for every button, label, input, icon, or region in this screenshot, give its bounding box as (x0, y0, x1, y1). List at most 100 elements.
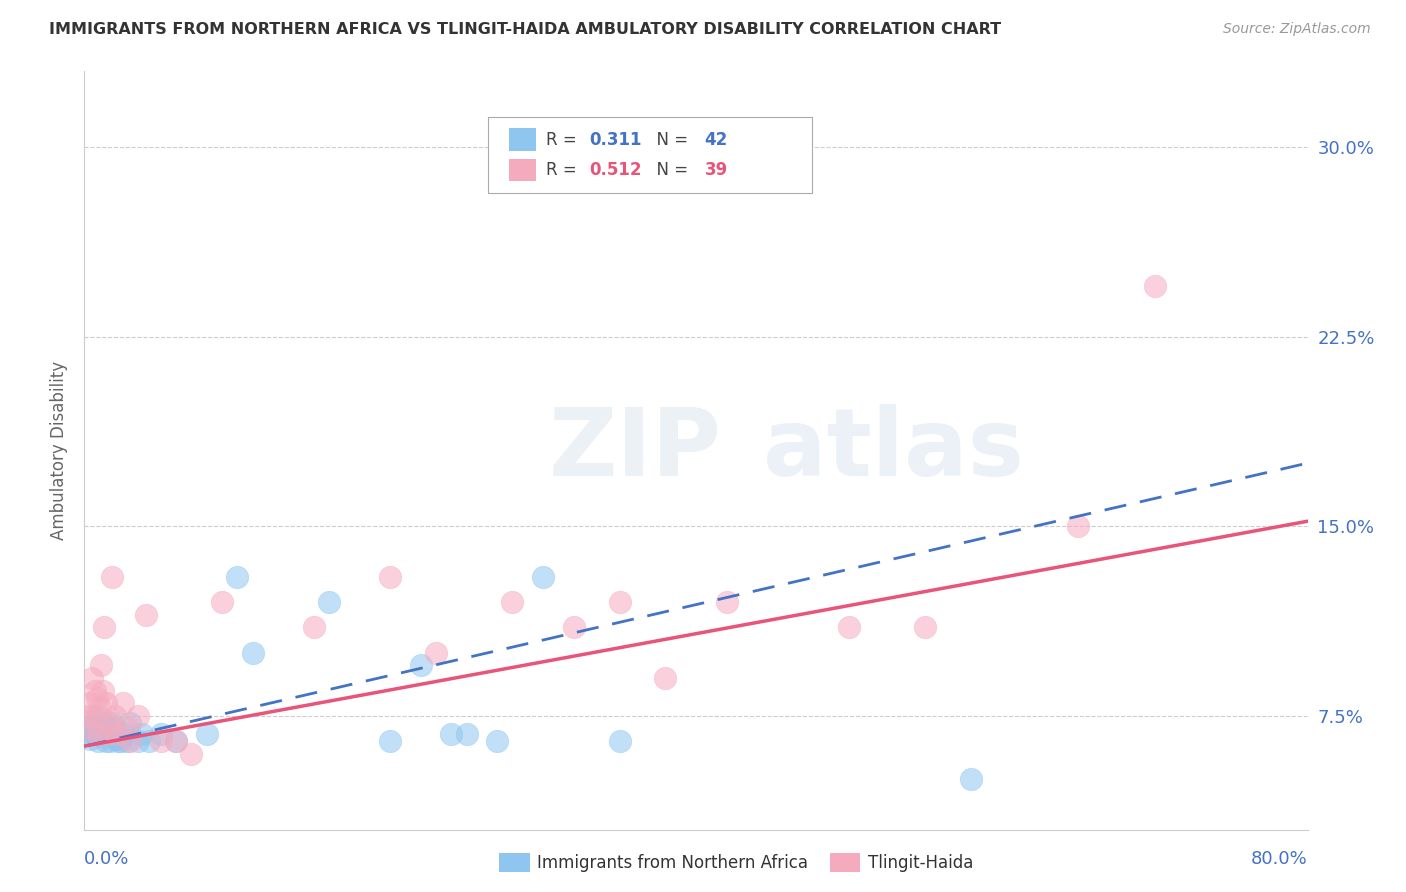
Point (90, 726, 112, 740)
Point (165, 734, 187, 748)
Point (380, 734, 402, 748)
Point (1143, 279, 1166, 293)
Point (105, 731, 128, 746)
Point (86, 691, 108, 706)
Point (120, 734, 142, 748)
Point (101, 570, 124, 584)
Point (654, 671, 676, 685)
Point (1067, 519, 1090, 533)
Point (149, 726, 172, 740)
Point (111, 696, 134, 710)
Point (115, 722, 138, 736)
Point (211, 595, 233, 609)
Point (960, 772, 983, 786)
Point (96, 726, 118, 740)
Point (89, 722, 111, 736)
Point (94, 696, 117, 710)
Point (838, 620, 860, 634)
Point (97, 722, 120, 736)
Point (86, 708, 108, 723)
Point (76, 708, 98, 723)
Point (127, 734, 149, 748)
Point (77, 726, 100, 740)
Point (87, 734, 110, 748)
Point (425, 646, 447, 660)
Point (91, 683, 114, 698)
FancyBboxPatch shape (509, 128, 536, 151)
Text: 0.512: 0.512 (589, 161, 643, 179)
Y-axis label: Ambulatory Disability: Ambulatory Disability (49, 361, 67, 540)
Point (486, 734, 509, 748)
Point (94, 734, 117, 748)
Text: 80.0%: 80.0% (1251, 850, 1308, 868)
Point (79, 731, 101, 746)
Point (96, 726, 118, 740)
Point (131, 726, 153, 740)
Point (226, 570, 249, 584)
Point (97, 716, 120, 731)
Point (83, 708, 105, 723)
Text: 0.311: 0.311 (589, 130, 643, 149)
Point (87, 726, 110, 740)
Text: ZIP: ZIP (550, 404, 723, 497)
Text: Tlingit-Haida: Tlingit-Haida (868, 854, 973, 871)
Text: 0.0%: 0.0% (84, 850, 129, 868)
Point (302, 620, 325, 634)
Point (103, 726, 125, 740)
Point (112, 726, 135, 740)
Point (456, 726, 478, 740)
Point (440, 726, 463, 740)
Point (135, 607, 157, 622)
Point (80, 722, 103, 736)
Point (84, 683, 107, 698)
Point (93, 620, 115, 634)
Point (380, 570, 402, 584)
Point (242, 646, 264, 660)
Point (562, 620, 585, 634)
FancyBboxPatch shape (488, 117, 813, 193)
Point (609, 595, 631, 609)
Point (165, 734, 187, 748)
Text: R =: R = (546, 161, 582, 179)
Point (318, 595, 340, 609)
Point (716, 595, 738, 609)
Text: Immigrants from Northern Africa: Immigrants from Northern Africa (537, 854, 808, 871)
Point (76, 722, 98, 736)
Point (80, 671, 103, 685)
Text: IMMIGRANTS FROM NORTHERN AFRICA VS TLINGIT-HAIDA AMBULATORY DISABILITY CORRELATI: IMMIGRANTS FROM NORTHERN AFRICA VS TLING… (49, 22, 1001, 37)
Point (115, 734, 138, 748)
Point (502, 595, 524, 609)
Point (110, 734, 132, 748)
Text: N =: N = (645, 161, 693, 179)
Point (195, 726, 218, 740)
Point (77, 722, 100, 736)
Point (79, 696, 101, 710)
Point (609, 734, 631, 748)
Point (149, 734, 172, 748)
Text: atlas: atlas (763, 404, 1024, 497)
Point (101, 716, 124, 731)
Point (127, 708, 149, 723)
Point (104, 722, 127, 736)
Point (409, 658, 432, 673)
Point (91, 716, 114, 731)
FancyBboxPatch shape (509, 159, 536, 181)
Point (84, 726, 107, 740)
Point (138, 734, 160, 748)
Text: Source: ZipAtlas.com: Source: ZipAtlas.com (1223, 22, 1371, 37)
Point (180, 747, 202, 761)
Text: 42: 42 (704, 130, 728, 149)
Point (90, 658, 112, 673)
Point (104, 708, 127, 723)
Point (120, 716, 142, 731)
Point (98, 734, 121, 748)
Point (914, 620, 936, 634)
Text: 39: 39 (704, 161, 728, 179)
Point (531, 570, 554, 584)
Point (83, 716, 105, 731)
Text: N =: N = (645, 130, 693, 149)
Point (107, 726, 129, 740)
Point (89, 701, 111, 715)
Point (93, 726, 115, 740)
Point (107, 734, 129, 748)
